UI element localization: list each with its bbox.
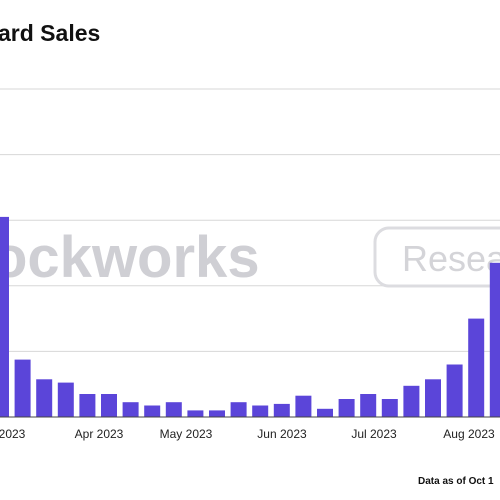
bar [468, 318, 485, 417]
bar [317, 408, 333, 417]
watermark-badge [373, 226, 500, 288]
x-tick-label: Apr 2023 [75, 427, 124, 441]
watermark-sub-text: Resea [402, 238, 500, 279]
bar [446, 364, 463, 417]
bar [165, 402, 182, 417]
bar [0, 216, 9, 417]
bar [122, 402, 139, 417]
x-tick-label: 2023 [0, 427, 26, 441]
bar [252, 405, 269, 417]
gridlines [0, 88, 500, 352]
footnote: Data as of Oct 1 [418, 476, 494, 487]
x-tick-label: Jun 2023 [257, 427, 307, 441]
x-axis-ticks: 2023 Apr 2023 May 2023 Jun 2023 Jul 2023 Aug … [0, 427, 495, 441]
bar [403, 385, 420, 417]
bar [381, 399, 398, 417]
x-tick-label: May 2023 [160, 427, 213, 441]
watermark-text: ockworks [0, 225, 260, 290]
bar [295, 395, 312, 417]
x-tick-label: Jul 2023 [351, 427, 397, 441]
bar [425, 379, 441, 417]
bar [57, 382, 74, 417]
bar [101, 394, 117, 417]
bar [209, 410, 225, 417]
bar [144, 405, 161, 417]
bar [489, 262, 500, 417]
bar [338, 399, 355, 417]
bar [79, 394, 96, 417]
bar [360, 394, 377, 417]
watermark: ockworks Resea [0, 225, 500, 290]
bar [230, 402, 247, 417]
bar [187, 410, 204, 417]
x-tick-label: Aug 2023 [443, 427, 495, 441]
bar [14, 359, 31, 417]
chart-title: ard Sales [0, 20, 100, 46]
bars [0, 216, 500, 417]
bar [273, 403, 290, 417]
bar [36, 379, 53, 417]
